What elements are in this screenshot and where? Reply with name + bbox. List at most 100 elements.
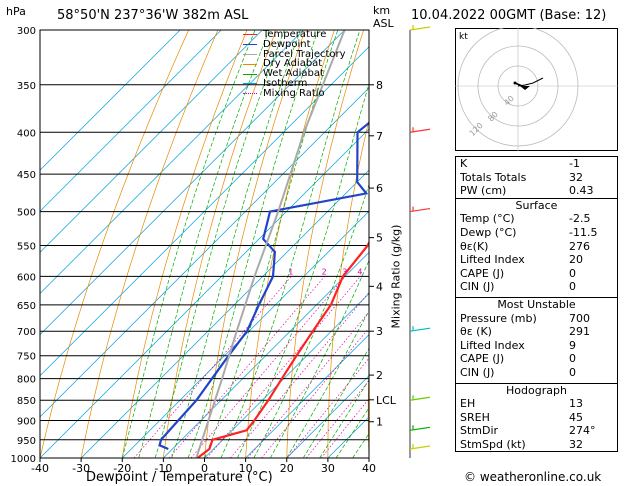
mixing-ratio-line bbox=[230, 291, 369, 458]
pressure-tick-label: 650 bbox=[17, 301, 36, 312]
wind-barb bbox=[409, 128, 431, 133]
row-pw: PW (cm) 0.43 bbox=[460, 184, 594, 198]
mixing-ratio-axis-label: Mixing Ratio (g/kg) bbox=[389, 224, 403, 329]
pressure-tick-label: 350 bbox=[17, 81, 36, 92]
pressure-tick-label: 500 bbox=[17, 208, 36, 219]
row-surface-theta: θε(K) 276 bbox=[460, 239, 590, 253]
indices-table: K -1 Totals Totals 32 PW (cm) 0.43 Surface … bbox=[455, 156, 618, 453]
wind-barb bbox=[409, 426, 431, 431]
hodograph-table-title: Hodograph bbox=[506, 383, 567, 397]
mixing-ratio-label: 15 bbox=[433, 267, 443, 276]
row-stmdir: StmDir 274° bbox=[460, 424, 596, 438]
mixing-ratio-label: 2 bbox=[322, 267, 327, 276]
row-surface-cape: CAPE (J) 0 bbox=[460, 266, 576, 280]
pressure-tick-label: 750 bbox=[17, 352, 36, 363]
row-mu-li: Lifted Index 9 bbox=[460, 338, 576, 352]
row-mu-cin: CIN (J) 0 bbox=[460, 365, 576, 379]
height-tick-label: 6 bbox=[376, 182, 383, 195]
mixing-ratio-line bbox=[190, 276, 346, 458]
x-axis-label: Dewpoint / Temperature (°C) bbox=[86, 470, 273, 485]
pressure-tick-label: 300 bbox=[17, 26, 36, 37]
temperature-tick-label: -40 bbox=[31, 462, 49, 475]
most-unstable-section: Most Unstable Pressure (mb) 700 θε (K) 291… bbox=[456, 296, 617, 380]
dry-adiabat-line bbox=[80, 30, 219, 458]
pressure-tick-label: 800 bbox=[17, 375, 36, 386]
dry-adiabat-line bbox=[40, 30, 190, 458]
temperature-tick-label: 30 bbox=[321, 462, 335, 475]
pressure-tick-label: 1000 bbox=[11, 454, 36, 465]
row-totals-totals: Totals Totals 32 bbox=[460, 170, 583, 184]
row-surface-dewp: Dewp (°C) -11.5 bbox=[460, 225, 598, 239]
height-unit-asl: ASL bbox=[373, 17, 394, 30]
dry-adiabat-line bbox=[121, 30, 248, 458]
wind-barb bbox=[409, 396, 431, 401]
datetime-title: 10.04.2022 00GMT (Base: 12) bbox=[411, 8, 607, 23]
wind-barb bbox=[409, 327, 431, 332]
mixing-ratio-line bbox=[133, 276, 292, 458]
temperature-tick-label: 20 bbox=[280, 462, 294, 475]
wind-barb bbox=[409, 445, 431, 450]
row-eh: EH 13 bbox=[460, 397, 583, 411]
isotherm-line bbox=[80, 169, 369, 458]
row-k: K -1 bbox=[460, 157, 580, 170]
temperature-tick-label: 40 bbox=[362, 462, 376, 475]
mixing-ratio-line bbox=[305, 380, 369, 458]
wind-barb bbox=[409, 207, 431, 213]
wind-barb bbox=[409, 26, 431, 31]
isotherm-line bbox=[40, 87, 369, 418]
row-surface-cin: CIN (J) 0 bbox=[460, 280, 576, 294]
surface-title: Surface bbox=[515, 198, 558, 212]
height-unit-km: km bbox=[373, 4, 391, 17]
legend-item-temperature: Temperature bbox=[243, 30, 346, 40]
pressure-unit: hPa bbox=[6, 5, 26, 18]
temperature-tick-label: -20 bbox=[113, 462, 131, 475]
legend-item-parcel: Parcel Trajectory bbox=[243, 49, 346, 60]
series-temperature bbox=[196, 240, 369, 458]
temperature-tick-label: -30 bbox=[72, 462, 90, 475]
legend-item-dewpoint: Dewpoint bbox=[243, 39, 346, 50]
copyright: © weatheronline.co.uk bbox=[464, 470, 602, 484]
isotherm-line bbox=[245, 334, 369, 458]
isotherm-line bbox=[40, 30, 304, 294]
row-surface-temp: Temp (°C) -2.5 bbox=[460, 212, 591, 226]
row-sreh: SREH 45 bbox=[460, 410, 583, 424]
mixing-ratio-line bbox=[168, 276, 325, 458]
pressure-tick-label: 700 bbox=[17, 327, 36, 338]
dry-adiabat-line bbox=[407, 30, 451, 458]
most-unstable-title: Most Unstable bbox=[497, 297, 576, 311]
temperature-tick-label: 0 bbox=[201, 462, 208, 475]
pressure-tick-label: 450 bbox=[17, 170, 36, 181]
hodograph-storm-motion bbox=[513, 81, 517, 85]
legend-item-wet-adiabat: Wet Adiabat bbox=[243, 69, 346, 79]
row-stmspd: StmSpd (kt) 32 bbox=[460, 437, 583, 451]
wet-adiabat-line bbox=[286, 309, 369, 458]
mixing-ratio-line bbox=[286, 357, 369, 458]
wet-adiabat-line bbox=[187, 30, 319, 458]
mixing-ratio-line bbox=[247, 311, 369, 458]
isotherm-line bbox=[40, 30, 181, 171]
mixing-ratio-label: 1 bbox=[288, 267, 293, 276]
mixing-ratio-label: 6 bbox=[379, 267, 384, 276]
row-mu-cape: CAPE (J) 0 bbox=[460, 352, 576, 366]
series-dewpoint bbox=[158, 121, 369, 451]
hodograph: kt 40 80 120 bbox=[455, 28, 618, 151]
isotherm-line bbox=[163, 251, 369, 458]
height-tick-label: 3 bbox=[376, 325, 383, 338]
dry-adiabat-line bbox=[367, 359, 369, 458]
location-title: 58°50'N 237°36'W 382m ASL bbox=[57, 8, 249, 23]
surface-section: Surface Temp (°C) -2.5 Dewp (°C) -11.5 θε(… bbox=[456, 197, 617, 294]
wet-adiabat-line bbox=[302, 347, 369, 458]
pressure-tick-label: 950 bbox=[17, 436, 36, 447]
legend-item-dry-adiabat: Dry Adiabat bbox=[243, 59, 346, 69]
mixing-ratio-line bbox=[261, 327, 369, 458]
chart-legend: Temperature Dewpoint Parcel Trajectory D… bbox=[243, 30, 346, 99]
legend-item-isotherm: Isotherm bbox=[243, 79, 346, 89]
row-mu-theta: θε (K) 291 bbox=[460, 325, 590, 339]
pressure-tick-label: 550 bbox=[17, 241, 36, 252]
isotherm-line bbox=[286, 375, 369, 458]
hodograph-unit-label: kt bbox=[459, 32, 468, 42]
height-tick-label: 7 bbox=[376, 130, 383, 143]
dry-adiabat-line bbox=[619, 30, 629, 458]
legend-item-mixing-ratio: Mixing Ratio bbox=[243, 88, 346, 99]
mixing-ratio-line bbox=[206, 276, 361, 458]
